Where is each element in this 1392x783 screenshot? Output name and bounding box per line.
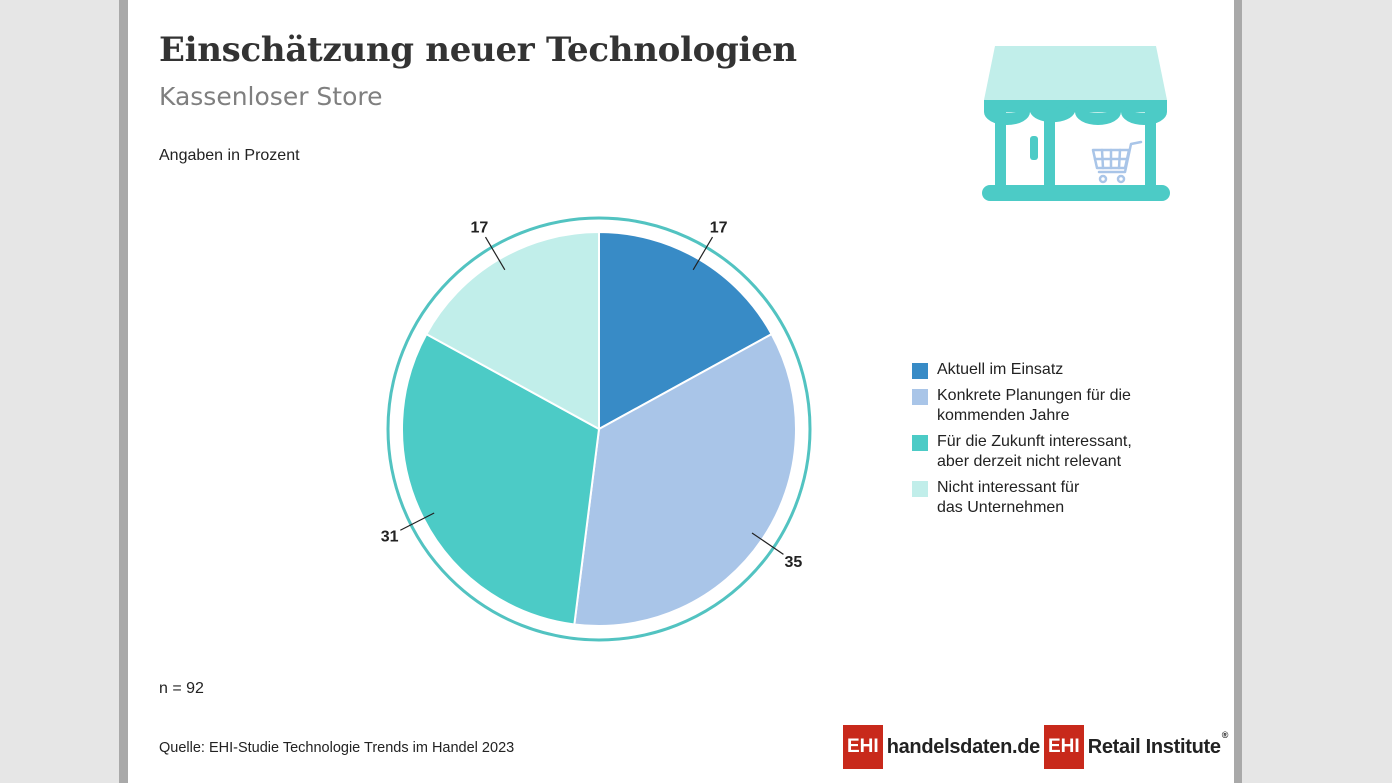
chart-title: Einschätzung neuer Technologien [159,30,797,70]
registered-mark: ® [1221,729,1229,740]
pie-value-label-3: 31 [381,529,399,546]
legend-label-3: Für die Zukunft interessant, aber derzei… [937,433,1132,470]
retail-institute-logo[interactable]: EHI Retail Institute® [1044,725,1228,769]
pie-leader-line-2 [751,532,784,555]
frame-left-border [119,0,128,783]
handelsdaten-logo-mark: EHI [843,725,883,769]
legend-item-3: Für die Zukunft interessant, aber derzei… [912,432,1172,472]
handelsdaten-logo[interactable]: EHI handelsdaten.de [843,725,1040,769]
frame-right-border [1234,0,1242,783]
pie-value-label-4: 17 [470,220,488,237]
legend-item-2: Konkrete Planungen für die kommenden Jah… [912,386,1172,426]
legend-label-1: Aktuell im Einsatz [937,361,1064,378]
chart-subtitle: Kassenloser Store [159,82,383,111]
legend-swatch-4 [912,481,928,497]
units-note: Angaben in Prozent [159,147,300,164]
legend-label-4: Nicht interessant für das Unternehmen [937,479,1080,516]
shop-icon [982,46,1170,201]
pie-value-label-1: 17 [710,220,728,237]
retail-institute-logo-text: Retail Institute® [1087,730,1229,759]
pie-chart: 17 35 31 17 [381,216,812,642]
legend-item-1: Aktuell im Einsatz [912,360,1172,380]
legend-swatch-2 [912,389,928,405]
legend-item-4: Nicht interessant für das Unternehmen [912,478,1172,518]
chart-legend: Aktuell im Einsatz Konkrete Planungen für… [912,360,1172,524]
pie-value-label-2: 35 [784,554,802,571]
retail-institute-name: Retail Institute [1087,735,1221,758]
legend-swatch-3 [912,435,928,451]
pie-leader-line-4 [484,236,506,271]
legend-swatch-1 [912,363,928,379]
pie-leader-line-3 [400,512,435,531]
sample-size: n = 92 [159,680,204,697]
retail-institute-logo-mark: EHI [1044,725,1084,769]
legend-label-2: Konkrete Planungen für die kommenden Jah… [937,387,1131,424]
infographic-card: Einschätzung neuer Technologien Kassenlo… [128,0,1234,783]
source-note: Quelle: EHI-Studie Technologie Trends im… [159,740,515,756]
pie-leader-line-1 [692,236,714,271]
handelsdaten-logo-text: handelsdaten.de [886,735,1041,758]
shopping-cart-icon [1091,140,1143,184]
